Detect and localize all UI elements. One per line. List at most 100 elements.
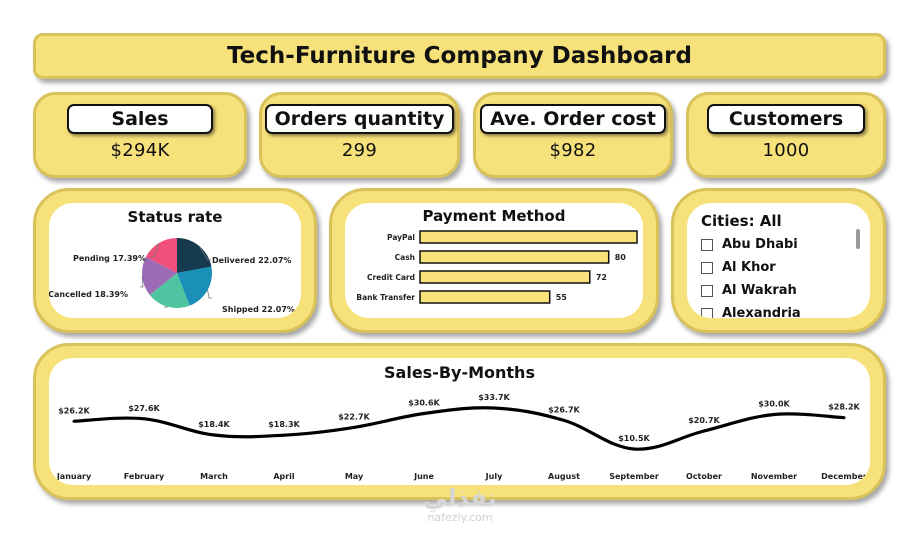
x-tick-label: September xyxy=(609,472,659,481)
status-rate-chart: Status rate Delivered 22.07% Shipped 22.0… xyxy=(49,203,301,318)
watermark: نفذلي nafezly.com xyxy=(405,485,515,524)
pie-leader-line xyxy=(140,276,144,288)
bar-bank-transfer xyxy=(419,290,551,304)
checkbox[interactable] xyxy=(701,238,713,251)
status-rate-card: Status rate Delivered 22.07% Shipped 22.0… xyxy=(33,188,317,333)
sales-line-chart: $26.2K January $27.6K February $18.4K March $1… xyxy=(56,393,867,481)
bar-value-label: 80 xyxy=(615,253,627,262)
kpi-label-orders: Orders quantity xyxy=(264,104,455,134)
watermark-url: nafezly.com xyxy=(427,511,493,524)
kpi-label-customers: Customers xyxy=(706,104,866,134)
bar-value-label: 55 xyxy=(556,293,568,302)
slicer-item-al-wakrah[interactable]: Al Wakrah xyxy=(701,283,797,298)
line-point-july xyxy=(492,406,496,410)
pie-slice-shipped xyxy=(177,266,213,306)
x-tick-label: October xyxy=(686,472,722,481)
pie-slice-returned xyxy=(149,273,190,309)
x-tick-label: July xyxy=(485,472,503,481)
slicer-item-abu-dhabi[interactable]: Abu Dhabi xyxy=(701,237,798,252)
slicer-scrollbar[interactable] xyxy=(856,229,860,249)
kpi-card-orders: Orders quantity 299 xyxy=(259,92,460,178)
slicer-item-al-khor[interactable]: Al Khor xyxy=(701,260,776,275)
line-data-label: $10.5K xyxy=(618,434,650,443)
x-tick-label: June xyxy=(413,472,434,481)
line-point-september xyxy=(632,447,636,451)
slicer-item-label: Al Khor xyxy=(722,260,776,275)
kpi-value-sales: $294K xyxy=(110,140,170,161)
city-slicer: Cities: All Abu Dhabi Al Khor Al Wakrah … xyxy=(687,203,870,318)
pie-slice-delivered xyxy=(177,238,212,273)
bar-paypal xyxy=(419,230,638,244)
line-point-june xyxy=(422,412,426,415)
x-tick-label: March xyxy=(200,472,228,481)
line-data-label: $18.4K xyxy=(198,420,230,429)
bar-category-label: Credit Card xyxy=(367,273,415,282)
slicer-item-alexandria[interactable]: Alexandria xyxy=(701,306,801,318)
status-rate-title: Status rate xyxy=(127,208,223,226)
pie-label-cancelled: Cancelled 18.39% xyxy=(49,290,128,299)
pie-label-delivered: Delivered 22.07% xyxy=(212,256,291,265)
pie-label-pending: Pending 17.39% xyxy=(73,254,146,263)
x-tick-label: May xyxy=(345,472,364,481)
sales-by-months-title: Sales-By-Months xyxy=(384,363,535,382)
bar-category-label: Cash xyxy=(395,253,415,262)
checkbox[interactable] xyxy=(701,307,713,318)
x-tick-label: December xyxy=(821,472,867,481)
pie-leader-line xyxy=(199,245,211,261)
watermark-logo-text: نفذلي xyxy=(423,484,497,512)
x-tick-label: August xyxy=(548,472,580,481)
line-data-label: $26.2K xyxy=(58,406,90,415)
bar-category-label: PayPal xyxy=(387,233,415,242)
kpi-value-customers: 1000 xyxy=(762,140,810,161)
payment-method-card: Payment Method PayPal92Cash80Credit Card… xyxy=(329,188,659,333)
line-point-december xyxy=(842,416,846,420)
kpi-card-customers: Customers 1000 xyxy=(686,92,886,178)
line-point-october xyxy=(702,429,706,433)
pie-label-shipped: Shipped 22.07% xyxy=(222,305,295,314)
dashboard-header: Tech-Furniture Company Dashboard xyxy=(33,33,886,79)
line-data-label: $33.7K xyxy=(478,393,510,402)
sales-line-series xyxy=(73,406,845,451)
line-point-january xyxy=(72,419,76,423)
bar-cash xyxy=(419,250,610,264)
city-slicer-card: Cities: All Abu Dhabi Al Khor Al Wakrah … xyxy=(671,188,886,333)
kpi-card-sales: Sales $294K xyxy=(33,92,247,178)
line-data-label: $22.7K xyxy=(338,412,370,421)
kpi-label-sales: Sales xyxy=(67,104,213,134)
slicer-item-label: Al Wakrah xyxy=(722,283,797,298)
pie-leader-line xyxy=(151,242,160,258)
slicer-item-label: Alexandria xyxy=(722,306,801,318)
x-tick-label: April xyxy=(273,472,295,481)
page-title: Tech-Furniture Company Dashboard xyxy=(227,43,692,69)
bar-credit-card xyxy=(419,270,591,284)
line-point-november xyxy=(772,413,776,416)
x-tick-label: February xyxy=(124,472,165,481)
line-data-label: $30.0K xyxy=(758,400,790,409)
bar-category-label: Bank Transfer xyxy=(356,293,415,302)
x-tick-label: January xyxy=(56,472,92,481)
kpi-value-avg-order-cost: $982 xyxy=(549,140,597,161)
slicer-title: Cities: All xyxy=(701,212,782,230)
line-data-label: $30.6K xyxy=(408,399,440,408)
slicer-item-label: Abu Dhabi xyxy=(722,237,798,252)
sales-by-months-chart: Sales-By-Months $26.2K January $27.6K Febru… xyxy=(49,358,870,485)
pie-slice-cancelled xyxy=(141,256,177,295)
pie-leader-line xyxy=(207,290,212,299)
checkbox[interactable] xyxy=(701,284,713,297)
kpi-value-orders: 299 xyxy=(341,140,378,161)
line-data-label: $20.7K xyxy=(688,416,720,425)
kpi-card-avg-order-cost: Ave. Order cost $982 xyxy=(473,92,673,178)
line-point-april xyxy=(282,433,286,437)
payment-method-title: Payment Method xyxy=(422,207,566,225)
line-data-label: $27.6K xyxy=(128,404,160,413)
x-tick-label: November xyxy=(751,472,797,481)
bar-value-label: 72 xyxy=(596,273,607,282)
checkbox[interactable] xyxy=(701,261,713,274)
line-point-may xyxy=(352,425,356,429)
line-data-label: $26.7K xyxy=(548,405,580,414)
payment-method-chart: Payment Method PayPal92Cash80Credit Card… xyxy=(345,203,643,318)
pie-slice-pending xyxy=(145,238,177,273)
kpi-label-avg-order-cost: Ave. Order cost xyxy=(480,104,666,134)
sales-by-months-card: Sales-By-Months $26.2K January $27.6K Febru… xyxy=(33,343,886,500)
